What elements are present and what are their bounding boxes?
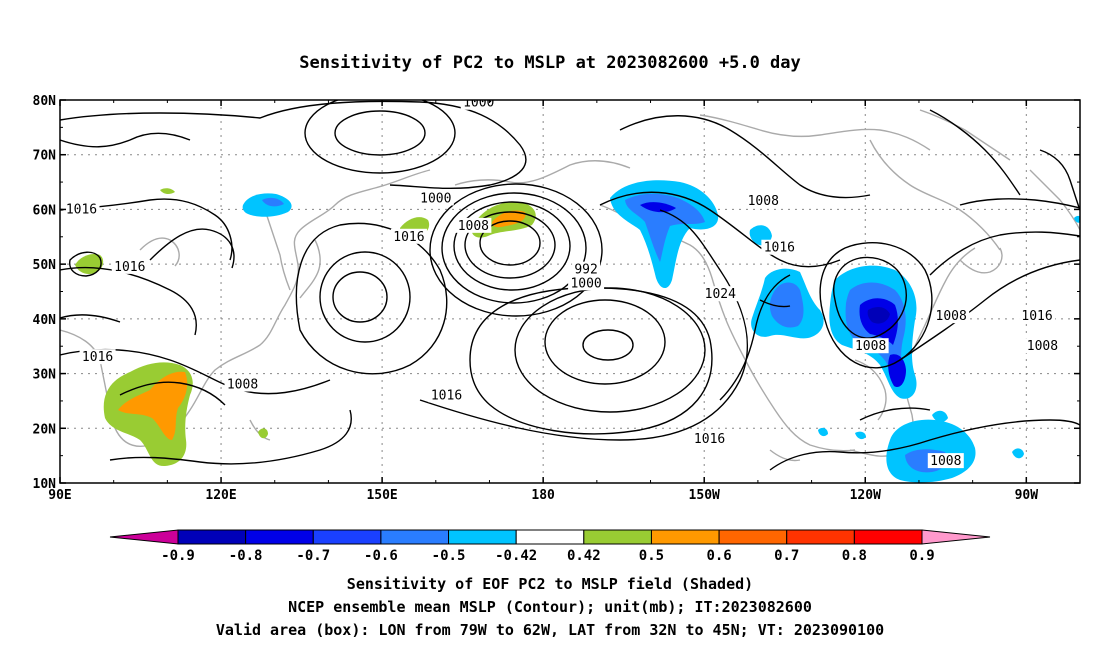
lon-tick-label: 150E [366, 488, 397, 503]
lon-tick-label: 90E [48, 488, 71, 503]
colorbar-swatch [312, 529, 382, 545]
lat-tick-label: 10N [33, 477, 57, 492]
contour-label-bg [63, 201, 100, 217]
contour-label: 992 [574, 263, 597, 278]
contour-label: 1016 [1021, 309, 1052, 324]
colorbar-swatch [786, 529, 855, 545]
colorbar-tick-label: -0.42 [495, 548, 537, 564]
contour-label-bg [390, 228, 427, 244]
lat-tick-label: 20N [33, 422, 57, 437]
contour-label-bg [79, 349, 116, 365]
contour-label-bg [428, 387, 465, 403]
contour-label: 1008 [930, 454, 961, 469]
colorbar-tick-label: 0.42 [567, 548, 601, 564]
colorbar-swatch [921, 529, 991, 545]
valid-area-box [1085, 292, 1100, 363]
contour-label-bg [761, 239, 798, 255]
colorbar-tick-label: -0.7 [296, 548, 330, 564]
contour-label: 1008 [227, 378, 258, 393]
contour-label-bg [933, 308, 970, 324]
contour-label-bg [1024, 338, 1061, 354]
colorbar-swatch [448, 529, 517, 545]
colorbar-tick-label: -0.9 [161, 548, 195, 564]
contour-label: 1024 [705, 287, 736, 302]
colorbar-swatch [853, 529, 923, 545]
caption-line-2: NCEP ensemble mean MSLP (Contour); unit(… [288, 598, 812, 616]
contour-label: 1008 [1027, 339, 1058, 354]
contour-label: 1000 [463, 96, 494, 111]
longitude-axis: 90E 120E 150E 180 150W 120W 90W [48, 100, 1081, 503]
caption-line-1: Sensitivity of EOF PC2 to MSLP field (Sh… [347, 575, 753, 593]
lat-tick-label: 80N [33, 94, 57, 109]
contour-label-bg [224, 376, 261, 392]
contour-label-bg [702, 286, 739, 302]
lat-tick-label: 70N [33, 149, 57, 164]
lon-tick-label: 120W [850, 488, 881, 503]
contour-label-bg [455, 217, 492, 233]
map-title: Sensitivity of PC2 to MSLP at 2023082600… [299, 53, 801, 73]
colorbar-tick-label: 0.5 [639, 548, 664, 564]
contour-label: 1016 [764, 241, 795, 256]
contour-label-bg [111, 258, 148, 274]
contour-label-bg [568, 275, 605, 291]
colorbar-tick-label: 0.6 [706, 548, 731, 564]
contour-label: 1008 [748, 194, 779, 209]
contour-label: 1016 [694, 432, 725, 447]
contour-label-bg [745, 193, 782, 209]
colorbar-tick-label: -0.5 [432, 548, 466, 564]
gridlines [60, 100, 1080, 483]
contour-label-bg [460, 100, 497, 110]
colorbar-tick-label: 0.9 [909, 548, 934, 564]
colorbar-swatch [515, 529, 585, 545]
contour-label-bg [572, 261, 601, 277]
contour-label: 1008 [458, 219, 489, 234]
sensitivity-shading [75, 180, 1080, 483]
lon-tick-label: 90W [1015, 488, 1039, 503]
latitude-axis: 10N 20N 30N 40N 50N 60N 70N 80N [33, 94, 1080, 492]
contour-label: 1016 [66, 202, 97, 217]
contour-label-bg [417, 190, 454, 206]
lat-tick-label: 30N [33, 368, 57, 383]
colorbar-swatch [109, 529, 179, 545]
colorbar-swatch [650, 529, 720, 545]
colorbar-swatch [380, 529, 450, 545]
colorbar-swatch [718, 529, 788, 545]
map-area: 1000100010081016101610161016100810169921… [60, 96, 1100, 483]
contour-labels: 1000100010081016101610161016100810169921… [63, 96, 1061, 469]
colorbar-swatch [245, 529, 314, 545]
contour-label: 1008 [936, 309, 967, 324]
colorbar-swatch [583, 529, 652, 545]
lat-tick-label: 60N [33, 203, 57, 218]
contour-label: 1000 [570, 276, 601, 291]
colorbar-swatch [177, 529, 247, 545]
colorbar-tick-label: 0.8 [842, 548, 867, 564]
contour-label-bg [1019, 308, 1056, 324]
caption-line-3: Valid area (box): LON from 79W to 62W, L… [216, 621, 884, 639]
contour-label: 1016 [114, 260, 145, 275]
contour-label: 1000 [420, 191, 451, 206]
colorbar-tick-label: 0.7 [774, 548, 799, 564]
contour-label-bg [691, 431, 728, 447]
contour-label: 1016 [82, 350, 113, 365]
lat-tick-label: 50N [33, 258, 57, 273]
contour-label: 1016 [431, 388, 462, 403]
contour-label: 1016 [393, 230, 424, 245]
lon-tick-label: 180 [531, 488, 555, 503]
lat-tick-label: 40N [33, 313, 57, 328]
contour-label-bg [852, 338, 889, 354]
contour-label-bg [927, 453, 964, 469]
contour-label: 1008 [855, 339, 886, 354]
colorbar-tick-label: -0.8 [229, 548, 263, 564]
lon-tick-label: 120E [205, 488, 236, 503]
colorbar: -0.9 -0.8 -0.7 -0.6 -0.5 -0.42 0.42 0.5 0.6 0.7 0.… [109, 529, 991, 564]
lon-tick-label: 150W [689, 488, 720, 503]
colorbar-tick-label: -0.6 [364, 548, 398, 564]
